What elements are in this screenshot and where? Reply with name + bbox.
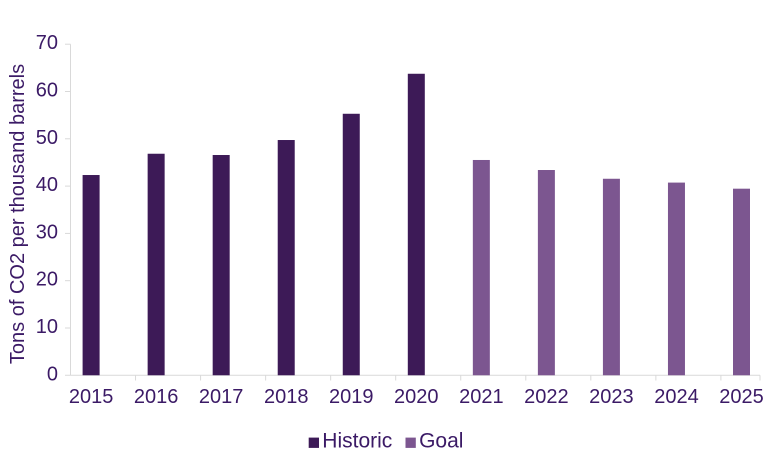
svg-text:10: 10 bbox=[36, 316, 58, 338]
svg-text:2022: 2022 bbox=[524, 386, 569, 408]
svg-text:2015: 2015 bbox=[69, 386, 114, 408]
svg-text:2017: 2017 bbox=[199, 386, 244, 408]
svg-text:60: 60 bbox=[36, 80, 58, 102]
svg-text:Goal: Goal bbox=[419, 429, 463, 452]
svg-text:0: 0 bbox=[47, 363, 58, 385]
svg-text:40: 40 bbox=[36, 174, 58, 196]
svg-text:2020: 2020 bbox=[394, 386, 439, 408]
svg-text:2025: 2025 bbox=[719, 386, 764, 408]
svg-text:2021: 2021 bbox=[459, 386, 504, 408]
svg-text:2023: 2023 bbox=[589, 386, 634, 408]
svg-text:2016: 2016 bbox=[134, 386, 179, 408]
svg-text:2018: 2018 bbox=[264, 386, 309, 408]
svg-text:2024: 2024 bbox=[654, 386, 699, 408]
svg-text:Tons of CO2 per thousand barre: Tons of CO2 per thousand barrels bbox=[7, 64, 29, 364]
svg-text:70: 70 bbox=[36, 32, 58, 54]
svg-text:2019: 2019 bbox=[329, 386, 374, 408]
svg-text:Historic: Historic bbox=[322, 429, 392, 452]
svg-text:30: 30 bbox=[36, 221, 58, 243]
svg-text:20: 20 bbox=[36, 269, 58, 291]
svg-text:50: 50 bbox=[36, 127, 58, 149]
